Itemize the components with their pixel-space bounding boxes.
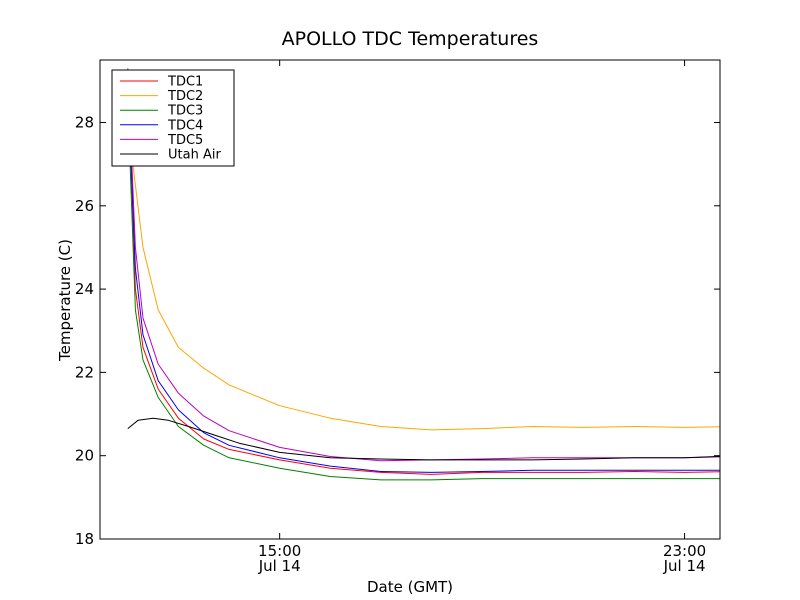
y-axis-label: Temperature (C): [56, 239, 74, 362]
series-layer: [127, 68, 720, 481]
x-tick-label-date-1: Jul 14: [663, 557, 706, 575]
series-line-4: [127, 68, 720, 462]
series-line-2: [127, 101, 720, 481]
legend-label-3: TDC4: [167, 118, 203, 133]
series-line-3: [127, 80, 720, 473]
x-tick-label-date-0: Jul 14: [258, 557, 301, 575]
legend-box: [111, 69, 235, 167]
series-line-5: [127, 417, 720, 461]
x-axis-label: Date (GMT): [367, 578, 453, 596]
series-line-1: [127, 122, 720, 431]
x-tick-label-time-0: 15:00: [258, 542, 301, 560]
y-tick-label-5: 28: [75, 113, 94, 131]
y-tick-label-4: 26: [75, 197, 94, 215]
plot-frame: [99, 59, 721, 540]
legend-label-2: TDC3: [167, 104, 203, 119]
legend-label-4: TDC5: [167, 133, 203, 148]
y-tick-label-2: 22: [75, 363, 94, 381]
legend-label-1: TDC2: [167, 89, 203, 104]
y-tick-label-1: 20: [75, 447, 94, 465]
chart-title: APOLLO TDC Temperatures: [282, 28, 539, 50]
legend-label-0: TDC1: [167, 75, 203, 90]
series-line-0: [127, 72, 720, 475]
legend-label-5: Utah Air: [168, 148, 221, 163]
y-tick-label-0: 18: [75, 530, 94, 548]
x-tick-label-time-1: 23:00: [663, 542, 706, 560]
y-tick-label-3: 24: [75, 280, 94, 298]
